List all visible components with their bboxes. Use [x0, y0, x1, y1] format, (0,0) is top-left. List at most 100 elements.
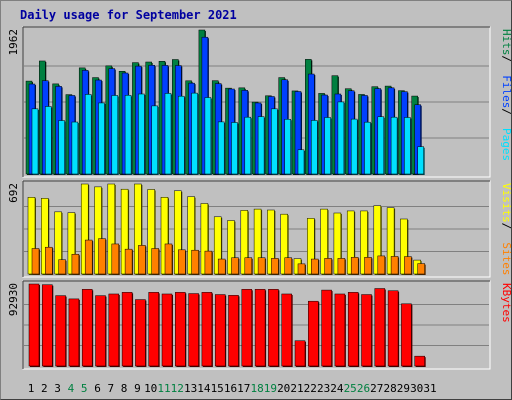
bar-sites-day-24	[337, 258, 346, 275]
bar-visits-day-26	[360, 210, 368, 275]
x-tick-label-day-25: 25	[344, 382, 357, 395]
bar-pages-day-18	[257, 116, 265, 175]
x-tick-label-day-17: 17	[237, 382, 250, 395]
bar-pages-day-11	[164, 93, 172, 175]
bar-kbytes-day-19	[268, 289, 279, 367]
x-tick-label-day-6: 6	[94, 382, 101, 395]
bar-pages-day-15	[217, 121, 225, 175]
bar-kbytes-day-30	[414, 355, 425, 367]
bar-visits-day-14	[200, 203, 209, 275]
bar-kbytes-day-11	[161, 293, 173, 367]
x-tick-label-day-2: 2	[41, 382, 48, 395]
bar-visits-day-3	[54, 211, 62, 275]
bar-sites-day-15	[217, 258, 226, 275]
bar-sites-day-1	[31, 248, 40, 275]
bar-pages-day-23	[324, 117, 331, 175]
bar-sites-day-20	[284, 257, 292, 275]
legend-pages: Pages	[500, 128, 512, 161]
bar-sites-day-4	[71, 253, 80, 275]
bar-kbytes-day-13	[188, 293, 199, 367]
bar-pages-day-6	[98, 102, 105, 175]
bar-sites-day-28	[390, 256, 399, 275]
bar-visits-day-11	[160, 197, 169, 275]
bar-pages-day-5	[84, 94, 92, 175]
bar-kbytes-day-23	[321, 289, 332, 367]
bar-visits-day-16	[227, 220, 235, 275]
bar-pages-day-22	[311, 120, 318, 175]
bar-pages-day-28	[390, 116, 398, 175]
bar-sites-day-9	[138, 245, 146, 275]
x-tick-label-day-4: 4	[68, 382, 75, 395]
bar-pages-day-2	[45, 106, 52, 175]
bar-kbytes-day-4	[68, 298, 80, 367]
x-tick-label-day-14: 14	[197, 382, 211, 395]
bar-sites-day-17	[244, 257, 253, 275]
bar-kbytes-day-28	[387, 290, 399, 367]
bar-kbytes-day-22	[308, 300, 319, 367]
x-tick-label-day-1: 1	[28, 382, 35, 395]
legend-separator: /	[500, 55, 512, 62]
bar-kbytes-day-10	[148, 292, 159, 367]
bar-visits-day-25	[346, 210, 355, 275]
bar-pages-day-27	[377, 116, 385, 175]
bar-sites-day-14	[204, 250, 213, 275]
bar-kbytes-day-29	[401, 303, 412, 367]
legend-hits: Hits	[500, 29, 512, 56]
x-tick-label-day-21: 21	[290, 382, 303, 395]
bar-sites-day-11	[164, 243, 173, 275]
x-tick-label-day-13: 13	[184, 382, 197, 395]
bar-sites-day-6	[98, 238, 106, 275]
x-tick-label-day-28: 28	[383, 382, 396, 395]
bar-pages-day-19	[271, 108, 278, 175]
bar-visits-day-24	[333, 212, 342, 275]
bar-visits-day-23	[320, 208, 328, 275]
bar-pages-day-13	[191, 92, 198, 175]
bar-pages-day-9	[138, 93, 145, 175]
bar-visits-day-20	[280, 213, 288, 275]
bar-kbytes-day-18	[254, 289, 266, 367]
x-tick-label-day-31: 31	[423, 382, 436, 395]
axis-max-label-kbytes: 92930	[7, 283, 20, 316]
bar-kbytes-day-27	[374, 288, 386, 367]
bar-kbytes-day-17	[241, 289, 253, 367]
bar-sites-day-12	[178, 249, 186, 275]
bar-pages-day-7	[111, 95, 119, 175]
bar-pages-day-16	[231, 122, 238, 175]
bar-sites-day-2	[45, 246, 53, 275]
x-tick-label-day-27: 27	[370, 382, 383, 395]
x-tick-label-day-26: 26	[357, 382, 370, 395]
bar-sites-day-3	[58, 259, 66, 275]
bar-visits-day-9	[134, 183, 142, 275]
bar-pages-day-1	[31, 108, 39, 175]
bar-visits-day-1	[27, 197, 36, 275]
x-tick-label-day-7: 7	[107, 382, 114, 395]
legend-separator: /	[500, 108, 512, 115]
bar-visits-day-5	[80, 183, 89, 275]
x-tick-label-day-29: 29	[397, 382, 410, 395]
x-tick-label-day-15: 15	[211, 382, 224, 395]
bar-pages-day-8	[124, 95, 132, 175]
bar-kbytes-day-9	[135, 299, 146, 367]
bar-visits-day-6	[94, 186, 102, 275]
bar-kbytes-day-15	[214, 294, 226, 367]
bar-sites-day-19	[271, 258, 279, 275]
legend-sites: Sites	[500, 242, 512, 275]
bar-sites-day-16	[231, 257, 239, 275]
bar-sites-day-18	[257, 257, 266, 275]
chart-title: Daily usage for September 2021	[20, 8, 237, 22]
legend-separator: /	[500, 223, 512, 230]
x-tick-label-day-16: 16	[224, 382, 237, 395]
bar-kbytes-day-2	[42, 284, 53, 367]
x-tick-label-day-8: 8	[121, 382, 128, 395]
bar-visits-day-17	[240, 210, 249, 275]
bar-kbytes-day-1	[28, 283, 40, 367]
bar-pages-day-12	[178, 95, 185, 175]
bar-sites-day-21	[297, 263, 306, 275]
x-tick-label-day-18: 18	[250, 382, 263, 395]
x-tick-label-day-30: 30	[410, 382, 423, 395]
bar-sites-day-26	[364, 257, 372, 275]
x-tick-label-day-23: 23	[317, 382, 330, 395]
x-tick-label-day-22: 22	[304, 382, 317, 395]
bar-visits-day-8	[120, 188, 129, 275]
legend-visits: Visits	[500, 183, 512, 223]
